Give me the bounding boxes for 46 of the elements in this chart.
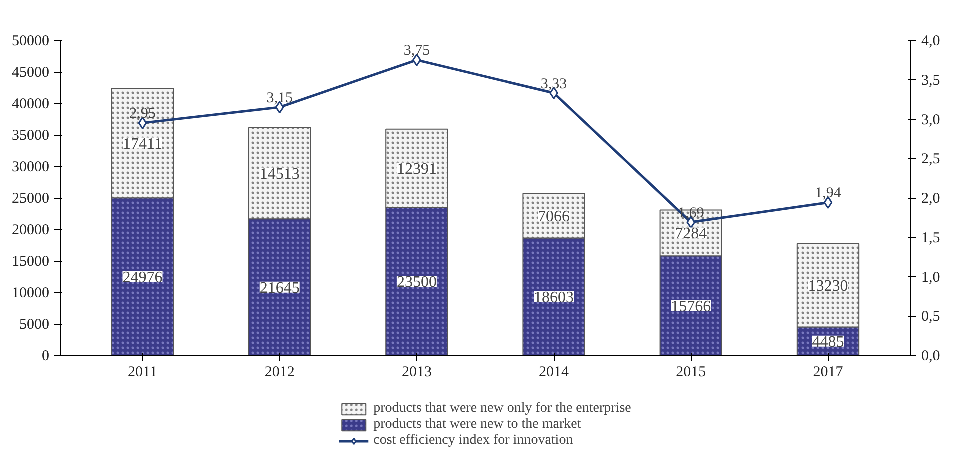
y-tick-label: 15000 bbox=[12, 254, 50, 270]
y2-tick-label: 4,0 bbox=[922, 34, 940, 50]
x-tick-label: 2012 bbox=[264, 364, 295, 380]
y2-tick-label: 1,5 bbox=[922, 230, 940, 246]
y-tick-label: 5000 bbox=[20, 317, 50, 333]
data-label: 24976 bbox=[122, 269, 163, 286]
y-tick-label: 35000 bbox=[12, 128, 50, 144]
x-tick-label: 2017 bbox=[813, 364, 844, 380]
y-tick-label: 20000 bbox=[12, 222, 50, 238]
data-label: 4485 bbox=[812, 334, 844, 351]
data-label: 14513 bbox=[260, 166, 300, 183]
y-tick-label: 30000 bbox=[12, 160, 50, 176]
data-label: 3,33 bbox=[540, 76, 568, 92]
data-label: 3,15 bbox=[266, 90, 293, 106]
x-tick-label: 2013 bbox=[402, 364, 432, 380]
y2-tick-label: 0,0 bbox=[922, 348, 940, 364]
y2-tick-label: 2,0 bbox=[922, 191, 940, 207]
y-tick-label: 40000 bbox=[12, 96, 50, 112]
data-label: 17411 bbox=[123, 136, 162, 153]
y-tick-label: 50000 bbox=[12, 34, 50, 50]
y-tick-label: 25000 bbox=[12, 191, 50, 207]
legend-label: products that were new to the market bbox=[374, 417, 582, 433]
y-tick-label: 45000 bbox=[12, 65, 50, 81]
data-label: 7066 bbox=[538, 208, 570, 226]
data-label: 13230 bbox=[808, 278, 848, 296]
x-tick-label: 2014 bbox=[539, 364, 570, 380]
y-tick-label: 10000 bbox=[12, 286, 50, 302]
data-label: 15766 bbox=[671, 298, 712, 316]
legend-label: cost efficiency index for innovation bbox=[374, 433, 574, 449]
x-tick-label: 2015 bbox=[676, 364, 706, 380]
y2-tick-label: 2,5 bbox=[922, 152, 940, 168]
data-label: 7284 bbox=[675, 226, 708, 243]
data-label: 21645 bbox=[260, 280, 300, 297]
data-label: 1,94 bbox=[815, 186, 842, 202]
y2-tick-label: 3,5 bbox=[922, 72, 940, 89]
data-label: 3,75 bbox=[404, 43, 430, 60]
x-tick-label: 2011 bbox=[128, 364, 158, 380]
data-label: 2,95 bbox=[130, 106, 156, 122]
data-label: 12391 bbox=[396, 160, 437, 178]
data-label: 18603 bbox=[534, 289, 574, 306]
y-tick-label: 0 bbox=[42, 348, 50, 364]
y2-tick-label: 3,0 bbox=[922, 112, 940, 128]
legend-label: products that were new only for the enterprise bbox=[374, 401, 632, 417]
y2-tick-label: 0,5 bbox=[922, 309, 940, 326]
y2-tick-label: 1,0 bbox=[922, 270, 940, 286]
data-label: 23500 bbox=[396, 274, 437, 291]
